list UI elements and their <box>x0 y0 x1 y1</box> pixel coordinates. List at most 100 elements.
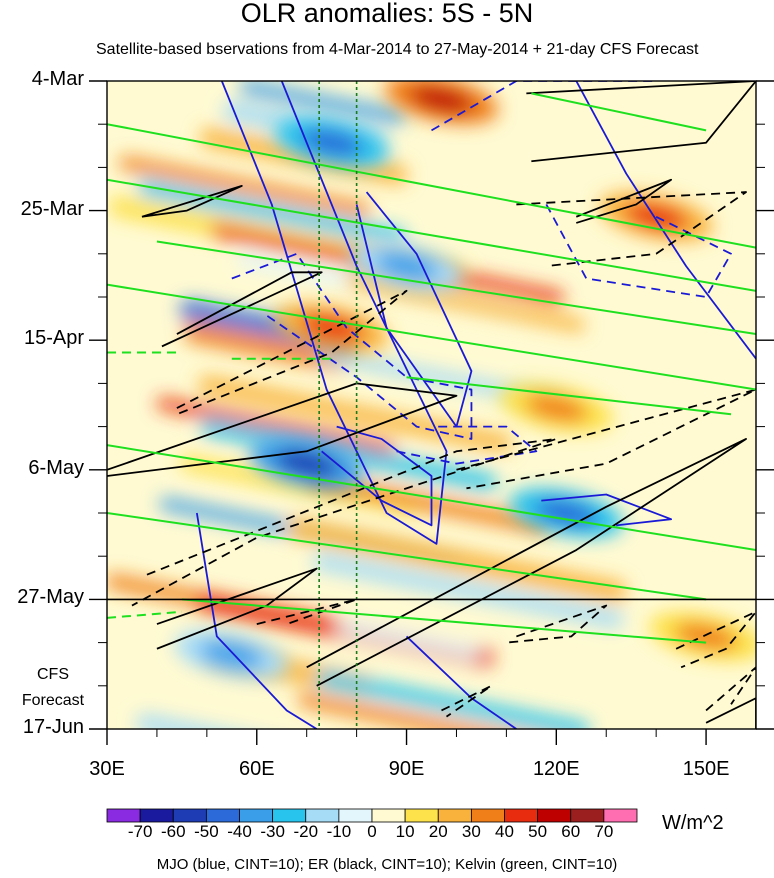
mjo-contour <box>231 252 473 440</box>
anomaly-feature <box>349 241 464 291</box>
kelvin-contour <box>107 444 756 552</box>
colorbar-label: 40 <box>495 822 514 841</box>
heatmap-band <box>136 713 225 729</box>
colorbar-label: -20 <box>293 822 319 841</box>
mjo-contour <box>541 493 673 527</box>
er-contour <box>516 191 747 268</box>
anomaly-core <box>524 394 588 422</box>
kelvin-contour <box>156 240 756 336</box>
mjo-contour <box>431 81 657 132</box>
kelvin-contour <box>107 123 756 249</box>
colorbar-swatch <box>404 808 439 823</box>
y-tick-label: 4-Mar <box>31 68 84 90</box>
anomaly-core <box>300 314 364 342</box>
y-tick-label: 25-Mar <box>20 197 84 220</box>
anomaly-feature <box>249 438 364 489</box>
er-contour <box>705 697 756 729</box>
er-contour <box>441 684 493 718</box>
heatmap-band <box>183 321 348 372</box>
colorbar-swatch <box>504 808 539 823</box>
forecast-label-line2: Forecast <box>21 692 85 709</box>
colorbar-label: -30 <box>260 822 285 841</box>
er-contour <box>107 382 458 477</box>
x-tick-label: 60E <box>238 758 275 780</box>
x-tick-label: 30E <box>89 758 125 780</box>
colorbar-label: -10 <box>326 822 352 841</box>
x-tick-label: 150E <box>682 758 730 780</box>
y-tick-label: 27-May <box>17 586 84 609</box>
er-contour <box>156 567 318 650</box>
anomaly-core <box>275 450 339 478</box>
er-contour <box>131 438 558 607</box>
anomaly-feature <box>174 630 289 680</box>
heatmap-band <box>312 552 624 629</box>
er-contour <box>161 271 323 348</box>
anomaly-feature <box>274 118 389 168</box>
colorbar-label: 60 <box>561 822 581 841</box>
mjo-contour <box>405 635 517 729</box>
chart-subtitle: Satellite-based bservations from 4-Mar-2… <box>96 41 699 58</box>
er-contour <box>506 604 608 644</box>
colorbar-swatch <box>437 808 472 823</box>
colorbar-label: -40 <box>227 822 252 841</box>
anomaly-core <box>200 641 264 669</box>
heatmap-band <box>137 179 406 247</box>
colorbar-label: 0 <box>367 822 377 841</box>
colorbar-swatch <box>205 808 240 823</box>
colorbar-swatch <box>106 808 141 823</box>
er-contour <box>526 81 756 163</box>
colorbar-swatch <box>139 808 174 823</box>
anomaly-core <box>410 86 473 114</box>
kelvin-contour <box>107 283 756 391</box>
chart-title: OLR anomalies: 5S - 5N <box>240 0 534 28</box>
colorbar-swatch <box>239 808 274 823</box>
anomaly-core <box>375 252 438 280</box>
kelvin-contour <box>406 376 732 416</box>
x-tick-label: 90E <box>388 758 425 780</box>
y-tick-label: 15-Apr <box>23 327 84 350</box>
colorbar-label: 20 <box>428 822 448 841</box>
mjo-contour <box>195 512 318 729</box>
anomaly-feature <box>384 81 499 125</box>
colorbar-label: 30 <box>461 822 481 841</box>
mjo-contour <box>396 425 538 465</box>
mjo-contour <box>355 191 473 428</box>
heatmap-band <box>118 155 371 218</box>
colorbar-swatch <box>371 808 406 823</box>
colorbar-swatch <box>172 808 207 823</box>
kelvin-contour <box>107 178 756 292</box>
anomaly-feature <box>499 383 614 433</box>
heatmap-band <box>308 473 551 535</box>
er-contour <box>456 388 756 490</box>
heatmap-band <box>200 417 497 492</box>
er-contour <box>256 598 358 625</box>
kelvin-contour <box>531 92 707 132</box>
anomaly-core <box>300 129 364 157</box>
kelvin-contour <box>107 512 707 601</box>
colorbar-label: 50 <box>528 822 548 841</box>
colorbar-units: W/m^2 <box>662 812 724 834</box>
colorbar-swatch <box>570 808 605 823</box>
colorbar-label: -60 <box>160 822 186 841</box>
colorbar-swatch <box>272 808 307 823</box>
heatmap-band <box>316 670 590 729</box>
kelvin-contour <box>107 610 182 619</box>
colorbar-label: 10 <box>395 822 415 841</box>
colorbar-label: -50 <box>194 822 219 841</box>
colorbar-swatch <box>338 808 373 823</box>
colorbar-swatch <box>537 808 572 823</box>
er-contour <box>675 610 756 669</box>
colorbar-label: -70 <box>127 822 153 841</box>
mjo-contour <box>220 81 448 545</box>
x-tick-label: 120E <box>532 758 580 780</box>
heatmap-band <box>287 517 627 603</box>
er-contour <box>705 666 756 712</box>
colorbar-swatch <box>603 808 638 823</box>
heatmap-band <box>297 692 491 729</box>
colorbar-label: 70 <box>594 822 614 841</box>
y-tick-label: 17-Jun <box>22 716 84 738</box>
mjo-contour <box>575 81 756 360</box>
er-contour <box>306 438 747 687</box>
